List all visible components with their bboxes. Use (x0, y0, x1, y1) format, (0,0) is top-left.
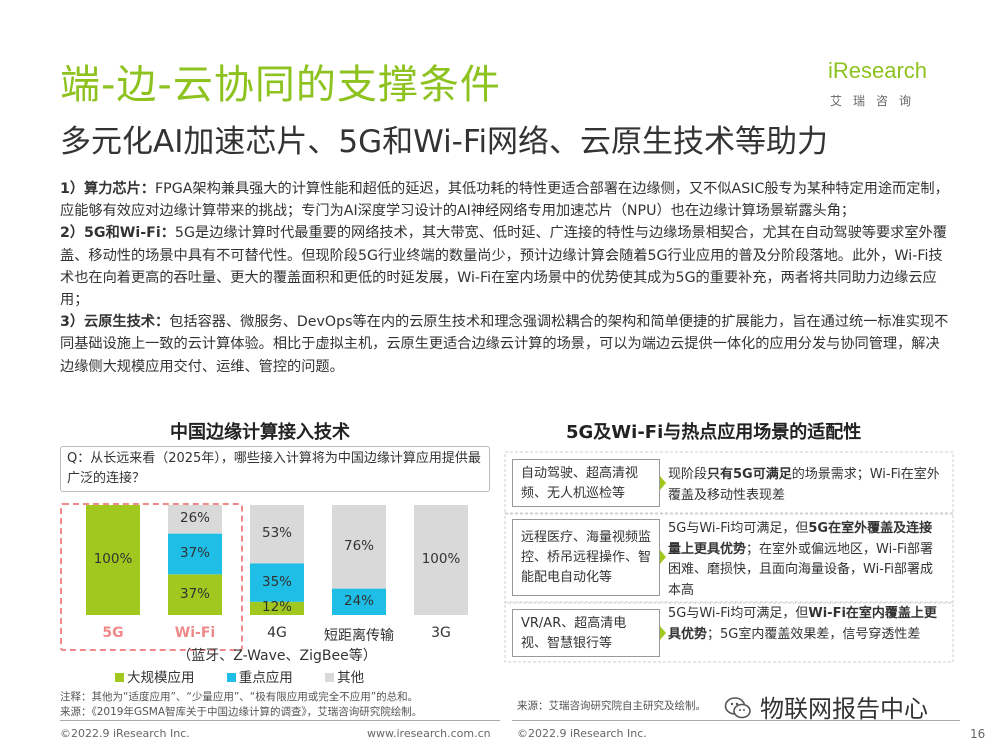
bar-value-label-3-2: 76% (343, 537, 374, 554)
arrow-icon-0 (660, 476, 666, 490)
chart-source: 来源：《2019年GSMA智库关于中国边缘计算的调查》，艾瑞咨询研究院绘制。 (60, 706, 423, 718)
logo-text: iResearch (828, 58, 928, 83)
bar-value-label-0-0: 100% (93, 551, 133, 567)
logo-cn-text: 艾瑞咨询 (830, 94, 923, 108)
bar-value-label-1-2: 26% (179, 510, 210, 527)
legend-swatch-other (325, 673, 335, 682)
scene-box-1: 自动驾驶、超高清视频、无人机巡检等 (512, 459, 660, 507)
chart-note: 注释：其他为“适度应用”、“少量应用”、“极有限应用或完全不应用”的总和。 (60, 691, 419, 703)
scene-desc-3-bold: Wi-Fi在室内覆盖上更具优势 (668, 606, 937, 642)
scene-desc-1: 现阶段只有5G可满足的场景需求；Wi-Fi在室外覆盖及移动性表现差 (668, 465, 943, 506)
x-tick-label-2: 4G (267, 625, 287, 641)
scene-box-2: 远程医疗、海量视频监控、桥吊远程操作、智能配电自动化等 (512, 519, 660, 596)
legend-label-large-scale: 大规模应用 (127, 670, 195, 686)
wechat-icon (724, 697, 751, 719)
scene-desc-1-post: 的场景需求；Wi-Fi在室外覆盖及移动性表现差 (668, 467, 940, 503)
page-subtitle: 多元化AI加速芯片、5G和Wi-Fi网络、云原生技术等助力 (60, 124, 829, 160)
bar-value-label-2-0: 12% (261, 599, 292, 616)
arrow-icon-2 (660, 626, 666, 640)
iresearch-logo: iResearch 艾瑞咨询 (828, 58, 948, 113)
p3-heading: 3）云原生技术： (60, 314, 170, 331)
legend-swatch-large-scale (115, 673, 124, 682)
page-title: 端-边-云协同的支撑条件 (60, 62, 501, 108)
footer-copyright-right: ©2022.9 iResearch Inc. (517, 727, 647, 740)
chart-legend: 大规模应用 重点应用 其他 (115, 666, 364, 686)
scene-row-frame-2 (504, 601, 954, 663)
footer-divider-left (60, 720, 500, 721)
bar-1-series-0 (168, 574, 222, 615)
bar-1-series-2 (168, 505, 222, 534)
right-source: 来源：艾瑞咨询研究院自主研究及绘制。 (517, 700, 706, 712)
page-number: 16 (970, 727, 986, 741)
scene-row-frame-1 (504, 512, 954, 604)
bar-2-series-1 (250, 563, 304, 602)
scene-box-3: VR/AR、超高清电视、智慧银行等 (512, 609, 660, 657)
bar-3-series-2 (332, 505, 386, 589)
p3-text: 包括容器、微服务、DevOps等在内的云原生技术和理念强调松耦合的架构和简单便捷… (60, 314, 949, 375)
bar-2-series-0 (250, 601, 304, 615)
arrow-icon-1 (660, 550, 666, 564)
legend-item-other: 其他 (325, 670, 364, 686)
legend-label-other: 其他 (337, 670, 365, 686)
scene-desc-1-bold: 只有5G可满足 (707, 467, 792, 482)
highlight-box-5g-wifi (60, 503, 243, 651)
x-tick-label-0: 5G (102, 625, 124, 641)
body-text: 1）算力芯片：FPGA架构兼具强大的计算性能和超低的延迟，其低功耗的特性更适合部… (60, 178, 950, 378)
legend-label-key: 重点应用 (238, 670, 293, 686)
scene-desc-3-post: ；5G室内覆盖效果差，信号穿透性差 (707, 626, 921, 642)
right-section-title: 5G及Wi-Fi与热点应用场景的适配性 (566, 422, 862, 443)
p2-text: 5G是边缘计算时代最重要的网络技术，其大带宽、低时延、广连接的特性与边缘场景相契… (60, 225, 947, 309)
bar-2-series-2 (250, 505, 304, 564)
bar-1-series-1 (168, 533, 222, 575)
bar-4-series-2 (414, 505, 468, 615)
bar-3-series-1 (332, 588, 386, 615)
x-tick-label-1: Wi-Fi (174, 625, 216, 641)
legend-item-key: 重点应用 (226, 670, 293, 686)
footer-url[interactable]: www.iresearch.com.cn (367, 727, 491, 740)
p1-text: FPGA架构兼具强大的计算性能和超低的延迟，其低功耗的特性更适合部署在边缘侧，又… (60, 181, 949, 220)
wechat-text: 物联网报告中心 (760, 695, 928, 723)
paragraph-2: 2）5G和Wi-Fi：5G是边缘计算时代最重要的网络技术，其大带宽、低时延、广连… (60, 222, 950, 311)
bar-value-label-2-2: 53% (261, 525, 292, 542)
footer-divider-right (512, 720, 960, 721)
bar-value-label-4-2: 100% (421, 551, 461, 567)
bar-value-label-2-1: 35% (261, 573, 292, 590)
bar-value-label-1-1: 37% (179, 544, 210, 561)
wechat-watermark: 物联网报告中心 (724, 689, 928, 724)
p1-heading: 1）算力芯片： (60, 181, 155, 197)
bar-value-label-1-0: 37% (179, 585, 210, 602)
paragraph-1: 1）算力芯片：FPGA架构兼具强大的计算性能和超低的延迟，其低功耗的特性更适合部… (60, 178, 950, 222)
x-tick-sublabel-2: （蓝牙、Z-Wave、ZigBee等） (177, 648, 377, 664)
scene-desc-1-pre: 现阶段 (668, 467, 708, 482)
scene-desc-2-pre: 5G与Wi-Fi均可满足，但 (668, 521, 809, 536)
x-tick-label-3: 短距离传输 (324, 628, 394, 644)
legend-item-large-scale: 大规模应用 (115, 670, 195, 686)
scene-desc-2-post: ；在室外或偏远地区，Wi-Fi部署困难、磨损快，且面向海量设备，Wi-Fi部署成… (668, 541, 934, 598)
p2-heading: 2）5G和Wi-Fi： (60, 225, 175, 242)
footer-copyright-left: ©2022.9 iResearch Inc. (60, 727, 190, 740)
scene-desc-2: 5G与Wi-Fi均可满足，但5G在室外覆盖及连接量上更具优势；在室外或偏远地区，… (668, 519, 943, 601)
chart-question: Q：从长远来看（2025年），哪些接入计算将为中国边缘计算应用提供最广泛的连接？ (60, 446, 490, 492)
x-tick-label-4: 3G (431, 625, 451, 641)
bar-value-label-3-1: 24% (343, 592, 374, 609)
scene-desc-3-pre: 5G与Wi-Fi均可满足，但 (668, 606, 809, 621)
paragraph-3: 3）云原生技术：包括容器、微服务、DevOps等在内的云原生技术和理念强调松耦合… (60, 311, 950, 378)
bar-0-series-0 (86, 505, 140, 615)
scene-desc-3: 5G与Wi-Fi均可满足，但Wi-Fi在室内覆盖上更具优势；5G室内覆盖效果差，… (668, 604, 943, 645)
chart-title: 中国边缘计算接入技术 (170, 422, 350, 443)
scene-desc-2-bold: 5G在室外覆盖及连接量上更具优势 (668, 521, 933, 557)
legend-swatch-key (226, 673, 236, 682)
